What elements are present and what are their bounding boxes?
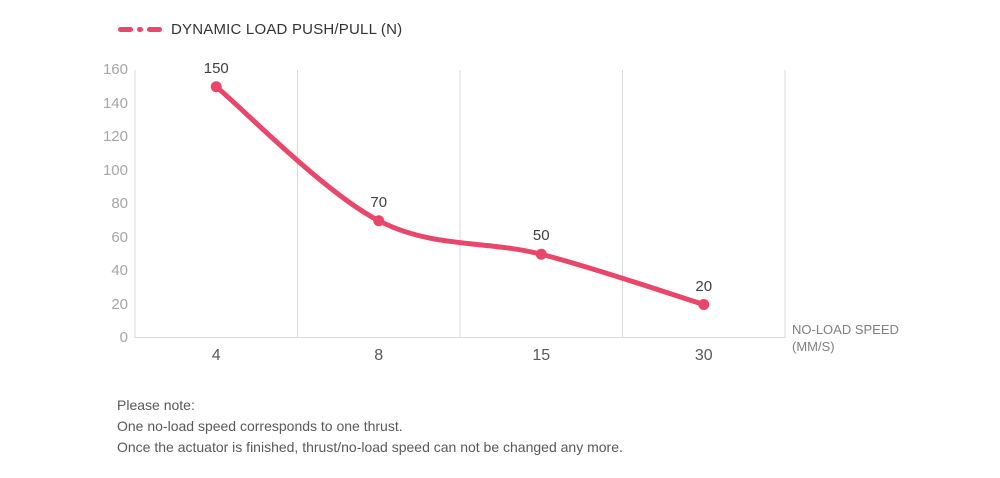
data-point [698, 299, 710, 310]
x-tick-label: 8 [374, 347, 384, 364]
x-tick-label: 4 [211, 347, 221, 364]
y-tick-label: 80 [111, 195, 128, 212]
x-axis-title: NO-LOAD SPEED (MM/S) [792, 321, 899, 355]
data-point [535, 248, 547, 260]
series-line [213, 84, 707, 307]
note-line-3: Once the actuator is finished, thrust/no… [117, 439, 623, 455]
plot-area [134, 70, 786, 338]
note-line-1: Please note: [117, 397, 195, 413]
y-axis-ticks: 0 20 40 60 80 100 120 140 160 [80, 61, 128, 346]
y-tick-label: 100 [102, 161, 128, 179]
x-axis-ticks: 4 8 15 30 [135, 347, 785, 369]
note-line-2: One no-load speed corresponds to one thr… [117, 418, 403, 434]
y-tick-label: 20 [111, 295, 128, 313]
y-tick-label: 60 [111, 228, 128, 246]
x-axis-title-line1: NO-LOAD SPEED [792, 322, 899, 337]
legend-label: DYNAMIC LOAD PUSH/PULL (N) [171, 21, 403, 38]
y-tick-label: 140 [102, 94, 128, 112]
x-tick-label: 30 [694, 347, 713, 364]
y-tick-label: 40 [111, 262, 128, 279]
y-tick-label: 160 [102, 61, 128, 78]
legend: DYNAMIC LOAD PUSH/PULL (N) [118, 21, 402, 38]
chart-svg [134, 70, 786, 338]
y-tick-label: 0 [119, 329, 128, 346]
notes: Please note: One no-load speed correspon… [117, 395, 623, 458]
x-axis-title-line2: (MM/S) [792, 339, 835, 354]
x-tick-label: 15 [532, 347, 551, 364]
y-tick-label: 120 [102, 128, 128, 145]
data-point [373, 215, 385, 227]
legend-line-marker-icon [118, 27, 162, 32]
data-point [210, 81, 222, 93]
